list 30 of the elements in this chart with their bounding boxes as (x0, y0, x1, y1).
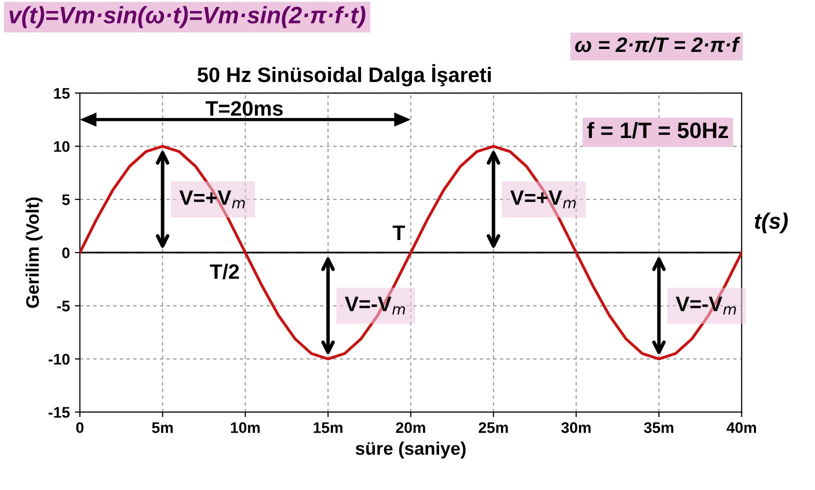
y-tick-label: -5 (57, 300, 70, 312)
y-tick-label: 10 (54, 141, 70, 152)
y-tick-label: -10 (48, 354, 70, 365)
y-axis-title: Gerilim (Volt) (26, 197, 43, 308)
annotation: V=+V$_{m}$ (510, 190, 576, 208)
x-tick-label: 40m (726, 422, 756, 434)
text: t(s) (754, 212, 788, 234)
annotation: T (392, 226, 405, 240)
x-tick-label: 0 (76, 422, 84, 434)
y-tick-label: 0 (62, 247, 70, 258)
annotation: T=20ms (206, 101, 283, 116)
text: ω = 2·π/T = 2·π·f (575, 36, 740, 52)
x-tick-label: 5m (152, 422, 173, 434)
x-tick-label: 30m (561, 422, 591, 434)
annotation: V=+V$_{m}$ (179, 190, 245, 208)
y-tick-label: 15 (54, 88, 70, 99)
chart-title: 50 Hz Sinüsoidal Dalga İşareti (198, 64, 491, 86)
annotation: V=-V$_{m}$ (344, 296, 406, 315)
annotation: f = 1/T = 50Hz (587, 122, 728, 138)
x-tick-label: 25m (478, 422, 508, 434)
y-tick-label: 5 (62, 194, 70, 206)
x-tick-label: 15m (314, 422, 342, 434)
x-tick-label: 20m (396, 422, 426, 434)
x-axis-title: süre (saniye) (356, 442, 466, 458)
annotation: T/2 (210, 264, 239, 280)
y-tick-label: -15 (48, 407, 70, 418)
x-tick-label: 10m (230, 422, 260, 434)
x-tick-label: 35m (644, 422, 674, 434)
annotation: V=-V$_{m}$ (676, 296, 736, 315)
text: v(t)=Vm·sin(ω·t)=Vm·sin(2·π·f·t) (9, 6, 366, 28)
